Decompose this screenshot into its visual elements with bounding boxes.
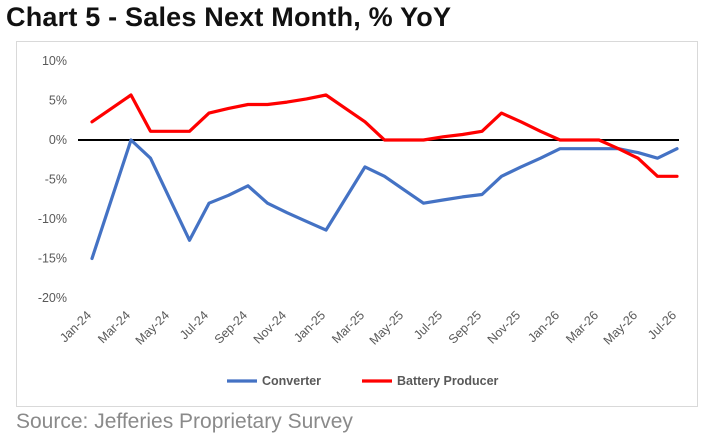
x-tick-label: Mar-26 <box>563 308 601 346</box>
legend: Converter Battery Producer <box>227 374 499 388</box>
chart-title: Chart 5 - Sales Next Month, % YoY <box>6 2 452 32</box>
x-tick-label: May-24 <box>133 308 172 347</box>
source-note: Source: Jefferies Proprietary Survey <box>16 410 353 433</box>
x-tick-label: Mar-24 <box>95 308 133 346</box>
y-tick-label: 5% <box>49 94 67 108</box>
legend-label: Converter <box>262 374 321 388</box>
chart-frame: 10% 5% 0% -5% -10% -15% -20% Jan-24 Mar-24 May-2… <box>16 41 698 407</box>
x-tick-label: Jul-25 <box>411 308 445 342</box>
line-chart: 10%5%0%-5%-10%-15%-20% Jan-24 Mar-24 May-2… <box>38 54 679 388</box>
x-tick-label: Jan-24 <box>57 308 94 345</box>
x-tick-label: Jul-26 <box>645 308 679 342</box>
x-tick-label: Sep-24 <box>212 308 250 346</box>
x-axis-labels: Jan-24 Mar-24 May-24 Jul-24 Sep-24 Nov-24 Jan-… <box>57 308 679 347</box>
series-line-converter <box>90 138 679 261</box>
y-tick-label: 10% <box>42 54 67 68</box>
x-tick-label: May-25 <box>367 308 406 347</box>
x-tick-label: Jul-24 <box>177 308 211 342</box>
x-tick-label: Jan-26 <box>525 308 562 345</box>
x-tick-label: May-26 <box>601 308 640 347</box>
y-tick-label: -15% <box>38 252 67 266</box>
y-tick-label: -5% <box>45 173 67 187</box>
x-tick-label: Jan-25 <box>291 308 328 345</box>
x-tick-label: Nov-25 <box>485 308 523 346</box>
x-tick-label: Mar-25 <box>329 308 367 346</box>
y-tick-label: -20% <box>38 291 67 305</box>
y-tick-label: -10% <box>38 212 67 226</box>
series-group <box>90 93 679 261</box>
x-tick-label: Nov-24 <box>251 308 289 346</box>
legend-label: Battery Producer <box>397 374 499 388</box>
y-axis-labels: 10% 5% 0% -5% -10% -15% -20% <box>38 54 67 305</box>
y-tick-label: 0% <box>49 133 67 147</box>
x-tick-label: Sep-25 <box>446 308 484 346</box>
series-line-battery-producer <box>90 93 679 178</box>
